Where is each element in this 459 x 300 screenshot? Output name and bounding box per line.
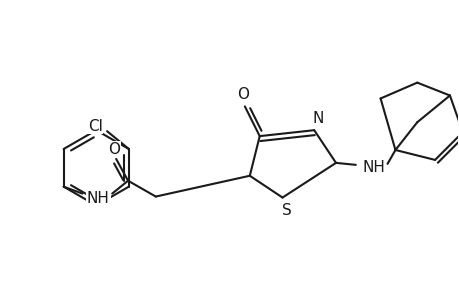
Text: S: S xyxy=(281,203,291,218)
Text: O: O xyxy=(236,87,248,102)
Text: Cl: Cl xyxy=(88,119,102,134)
Text: NH: NH xyxy=(361,160,384,175)
Text: NH: NH xyxy=(87,191,110,206)
Text: O: O xyxy=(108,142,120,157)
Text: N: N xyxy=(312,111,323,126)
